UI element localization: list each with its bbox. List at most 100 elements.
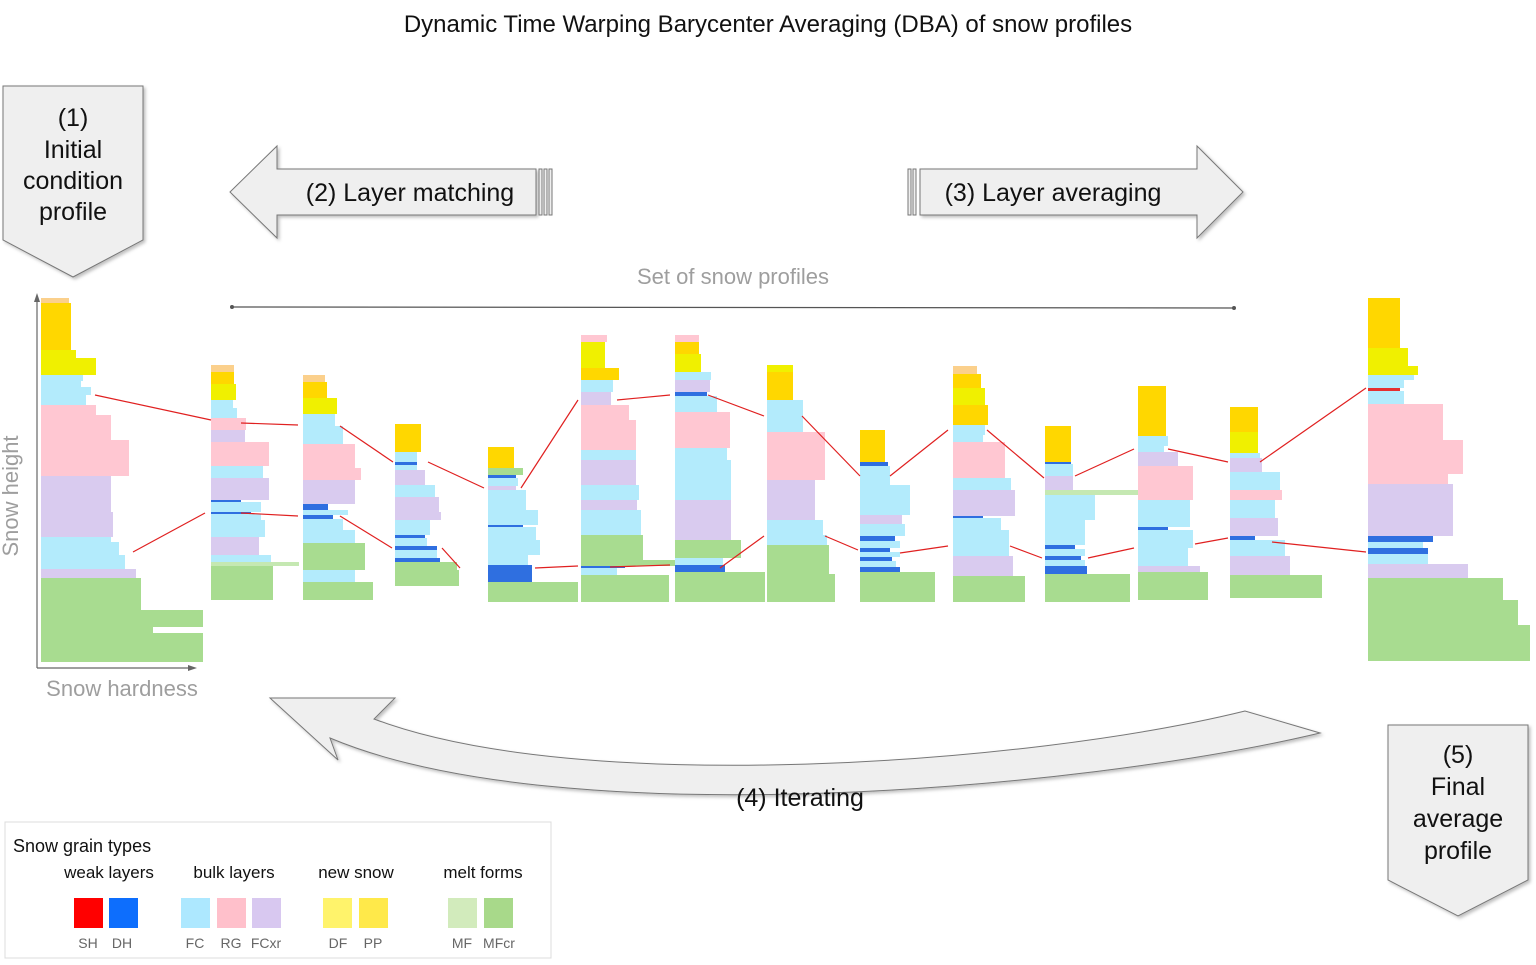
snow-layer xyxy=(395,462,417,465)
snow-layer xyxy=(581,535,643,560)
snow-layer xyxy=(1138,530,1193,548)
snow-layer xyxy=(41,381,81,387)
snow-layer xyxy=(303,444,355,468)
snow-layer xyxy=(211,478,269,500)
snow-layer xyxy=(581,405,629,420)
layer-matching-lines xyxy=(94,387,1367,569)
snow-layer xyxy=(303,515,333,519)
legend-code-mf: MF xyxy=(452,935,472,951)
snow-layer xyxy=(303,480,355,504)
snow-layer xyxy=(488,525,523,527)
y-axis-label: Snow height xyxy=(0,435,23,556)
snow-layer xyxy=(1368,625,1530,661)
snow-layer xyxy=(1045,549,1085,556)
snow-layer xyxy=(41,358,96,375)
matching-line xyxy=(986,429,1045,479)
snow-layer xyxy=(581,575,669,602)
snow-layer xyxy=(1230,490,1282,500)
snow-layer xyxy=(1045,495,1095,520)
snow-layer xyxy=(1368,578,1503,600)
snow-profile-set-1 xyxy=(211,365,299,600)
snow-layer xyxy=(41,537,111,542)
snow-layer xyxy=(860,567,900,572)
snow-layer xyxy=(1138,572,1208,600)
snow-layer xyxy=(1045,426,1071,462)
snow-profile-set-9 xyxy=(953,366,1025,602)
snow-layer xyxy=(211,466,263,478)
snow-layer xyxy=(211,372,234,384)
snow-layer xyxy=(211,537,259,555)
snow-layer xyxy=(41,298,69,303)
snow-layer xyxy=(953,388,985,405)
snow-layer xyxy=(1368,388,1400,391)
snow-layer xyxy=(1230,453,1260,458)
snow-layer xyxy=(41,627,153,633)
snow-layer xyxy=(860,557,892,561)
snow-layer xyxy=(1230,575,1322,598)
snow-layer xyxy=(767,400,803,412)
legend-swatch-df xyxy=(323,898,352,928)
snow-layer xyxy=(675,540,741,558)
snow-profiles xyxy=(41,298,1530,662)
snow-layer xyxy=(1045,556,1081,560)
snow-layer xyxy=(211,566,273,600)
snow-layer xyxy=(1138,436,1168,446)
snow-layer xyxy=(581,450,636,460)
legend: Snow grain types weak layers bulk layers… xyxy=(4,821,552,959)
initial-profile-arrow: (1) Initial condition profile xyxy=(2,85,144,278)
snow-layer xyxy=(1368,564,1468,578)
snow-layer xyxy=(581,560,701,566)
snow-layer xyxy=(581,392,611,405)
snow-layer xyxy=(767,412,803,432)
snow-layer xyxy=(395,485,435,497)
snow-layer xyxy=(1230,556,1290,575)
final-step-number: (5) xyxy=(1443,741,1474,769)
snow-layer xyxy=(41,610,203,627)
snow-layer xyxy=(211,408,237,418)
snow-layer xyxy=(211,430,245,442)
legend-swatch-mf xyxy=(448,898,477,928)
matching-line xyxy=(609,564,671,568)
snow-layer xyxy=(675,448,727,460)
matching-line xyxy=(240,512,299,517)
snow-layer xyxy=(211,384,236,400)
snow-layer xyxy=(581,510,641,535)
snow-layer xyxy=(675,412,730,448)
snow-layer xyxy=(395,497,439,512)
iterating-label: (4) Iterating xyxy=(736,784,864,812)
snow-layer xyxy=(1230,458,1262,472)
snow-layer xyxy=(860,572,935,602)
snow-layer xyxy=(395,550,437,558)
snow-layer xyxy=(860,541,900,548)
snow-layer xyxy=(1138,500,1190,527)
snow-layer xyxy=(860,466,890,485)
snow-layer xyxy=(581,380,613,392)
snow-layer xyxy=(953,530,1009,540)
snow-layer xyxy=(303,426,343,444)
snow-layer xyxy=(953,374,981,388)
snow-layer xyxy=(953,405,988,425)
snow-layer xyxy=(395,562,457,570)
snow-layer xyxy=(41,490,111,512)
snow-layer xyxy=(1368,366,1418,375)
snow-layer xyxy=(395,520,430,535)
snow-layer xyxy=(953,518,1001,530)
snow-layer xyxy=(395,546,437,550)
legend-group-new-snow: new snow xyxy=(318,863,394,882)
snow-layer xyxy=(1045,574,1130,602)
snow-profile-set-10 xyxy=(1045,426,1140,602)
snow-layer xyxy=(211,442,269,466)
snow-layer xyxy=(303,582,373,600)
final-profile-arrow: (5) Final average profile xyxy=(1387,724,1529,917)
snow-layer xyxy=(1230,432,1258,453)
snow-layer xyxy=(303,398,337,414)
snow-layer xyxy=(767,520,823,535)
snow-layer xyxy=(675,380,710,392)
snow-layer xyxy=(395,558,440,562)
snow-layer xyxy=(1138,446,1164,452)
snow-layer xyxy=(767,545,829,574)
snow-layer xyxy=(211,512,251,514)
snow-layer xyxy=(860,548,890,552)
snow-layer xyxy=(41,440,129,476)
